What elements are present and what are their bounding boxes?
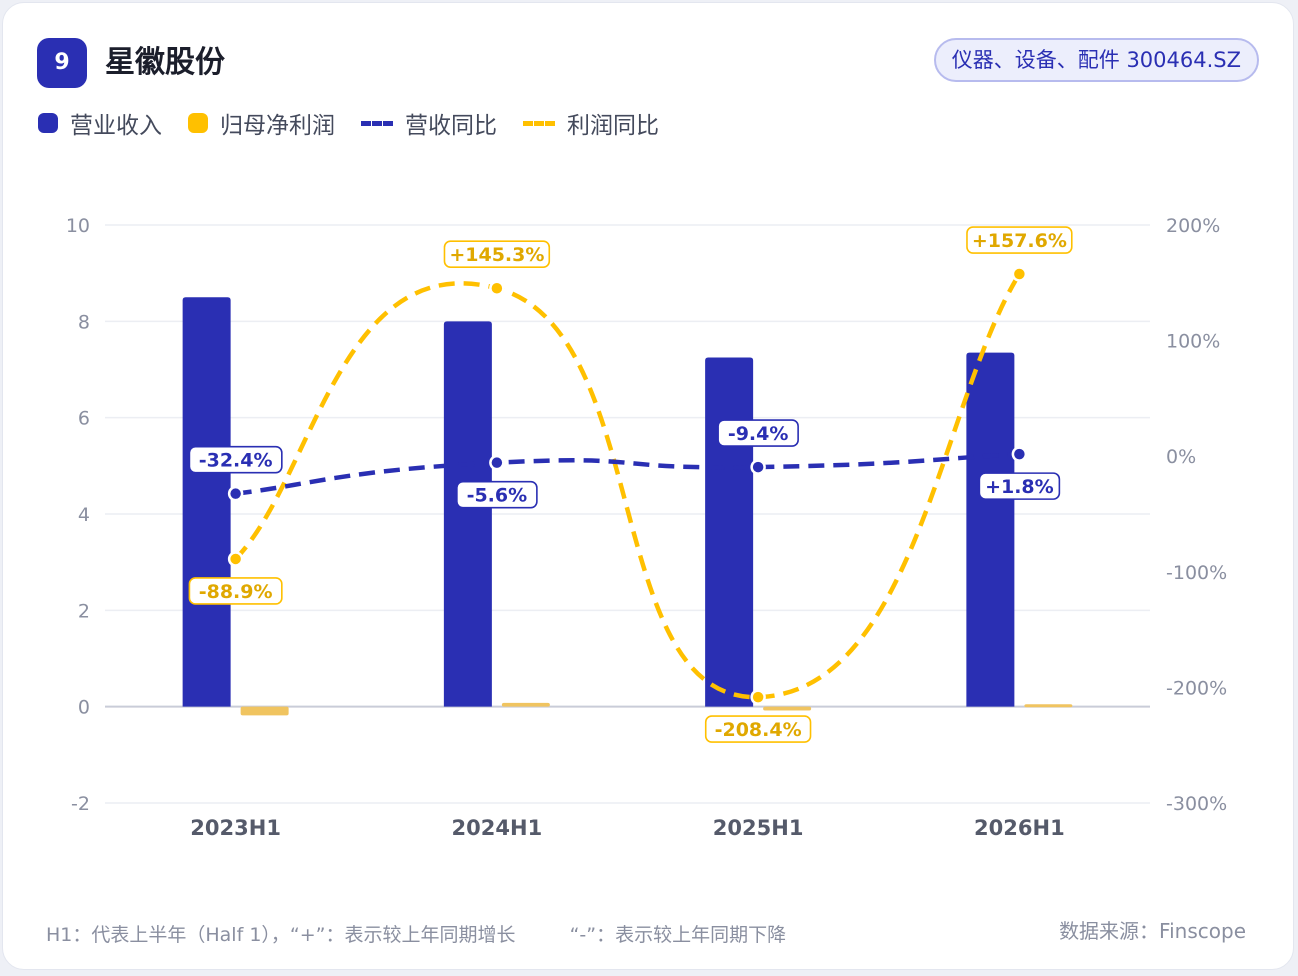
net-profit-bar bbox=[763, 706, 812, 711]
y-right-tick-label: 200% bbox=[1166, 215, 1220, 237]
legend-net-profit-swatch bbox=[188, 113, 208, 133]
footnote-h1: H1：代表上半年（Half 1），“+”：表示较上年同期增长 bbox=[46, 924, 516, 946]
legend-revenue[interactable]: 营业收入 bbox=[38, 106, 162, 140]
y-left-tick-label: 8 bbox=[78, 311, 90, 333]
y-left-tick-label: 4 bbox=[78, 504, 90, 526]
revenue-bar bbox=[182, 297, 231, 707]
y-left-tick-label: 0 bbox=[78, 697, 90, 719]
revenue-yoy-point bbox=[227, 485, 244, 502]
legend-profit-yoy[interactable]: 利润同比 bbox=[523, 106, 659, 140]
profit-yoy-line bbox=[234, 272, 1022, 700]
footnote: H1：代表上半年（Half 1），“+”：表示较上年同期增长 “-”：表示较上年… bbox=[46, 920, 834, 947]
revenue-yoy-point bbox=[489, 454, 505, 471]
legend-revenue-label: 营业收入 bbox=[70, 113, 162, 139]
industry-code-tag: 仪器、设备、配件 300464.SZ bbox=[933, 38, 1259, 82]
x-tick-label: 2026H1 bbox=[974, 816, 1065, 840]
profit-yoy-point bbox=[750, 689, 766, 705]
revenue-bar bbox=[443, 321, 492, 707]
y-left-tick-label: 2 bbox=[78, 600, 90, 622]
revenue-yoy-label-box bbox=[717, 419, 799, 447]
company-title: 星徽股份 bbox=[105, 45, 225, 80]
revenue-yoy-data-label: -5.6% bbox=[467, 485, 528, 507]
data-source: 数据来源：Finscope bbox=[1059, 919, 1246, 943]
legend-revenue-yoy-swatch bbox=[361, 120, 393, 126]
x-tick-label: 2024H1 bbox=[452, 816, 543, 840]
legend-profit-yoy-swatch bbox=[523, 120, 555, 126]
profit-yoy-point bbox=[1011, 266, 1028, 282]
revenue-yoy-data-label: -32.4% bbox=[199, 450, 273, 472]
revenue-yoy-label-box bbox=[188, 445, 283, 474]
legend-revenue-yoy-label: 营收同比 bbox=[405, 113, 497, 139]
profit-yoy-data-label: +145.3% bbox=[449, 244, 544, 266]
revenue-yoy-label-box bbox=[978, 472, 1061, 500]
chart-legend: 营业收入 归母净利润 营收同比 利润同比 bbox=[38, 106, 685, 140]
profit-yoy-point bbox=[489, 280, 505, 296]
revenue-bar bbox=[966, 352, 1015, 707]
revenue-yoy-data-label: +1.8% bbox=[985, 476, 1054, 498]
y-right-tick-label: 0% bbox=[1166, 446, 1196, 468]
x-tick-label: 2023H1 bbox=[190, 816, 281, 840]
profit-yoy-label-box bbox=[966, 226, 1073, 254]
legend-revenue-yoy[interactable]: 营收同比 bbox=[361, 106, 497, 140]
legend-net-profit[interactable]: 归母净利润 bbox=[188, 106, 335, 140]
rank-badge: 9 bbox=[37, 38, 87, 88]
profit-yoy-point bbox=[227, 551, 244, 567]
revenue-yoy-point bbox=[750, 459, 766, 475]
profit-yoy-label-box bbox=[188, 577, 283, 605]
revenue-yoy-label-box bbox=[456, 480, 538, 509]
revenue-yoy-line bbox=[235, 451, 1020, 496]
profit-yoy-data-label: -88.9% bbox=[199, 581, 273, 603]
net-profit-bar bbox=[240, 706, 289, 716]
net-profit-bar bbox=[1024, 704, 1073, 708]
footnote-minus: “-”：表示较上年同期下降 bbox=[569, 924, 787, 946]
legend-revenue-swatch bbox=[38, 113, 58, 133]
y-left-tick-label: 10 bbox=[66, 215, 90, 237]
y-right-tick-label: -100% bbox=[1166, 562, 1227, 584]
y-left-tick-label: 6 bbox=[78, 408, 90, 430]
legend-net-profit-label: 归母净利润 bbox=[220, 113, 335, 139]
y-right-tick-label: -200% bbox=[1166, 677, 1227, 699]
revenue-yoy-data-label: -9.4% bbox=[728, 423, 789, 445]
net-profit-bar bbox=[501, 702, 550, 707]
profit-yoy-label-box bbox=[443, 240, 551, 269]
legend-profit-yoy-label: 利润同比 bbox=[567, 113, 659, 139]
y-right-tick-label: 100% bbox=[1166, 331, 1220, 353]
y-left-tick-label: -2 bbox=[71, 793, 90, 815]
profit-yoy-data-label: +157.6% bbox=[972, 230, 1067, 252]
revenue-yoy-point bbox=[1011, 446, 1028, 462]
x-tick-label: 2025H1 bbox=[713, 816, 804, 840]
profit-yoy-label-box bbox=[704, 715, 812, 743]
profit-yoy-data-label: -208.4% bbox=[715, 719, 802, 741]
revenue-bar bbox=[705, 357, 754, 707]
y-right-tick-label: -300% bbox=[1166, 793, 1227, 815]
